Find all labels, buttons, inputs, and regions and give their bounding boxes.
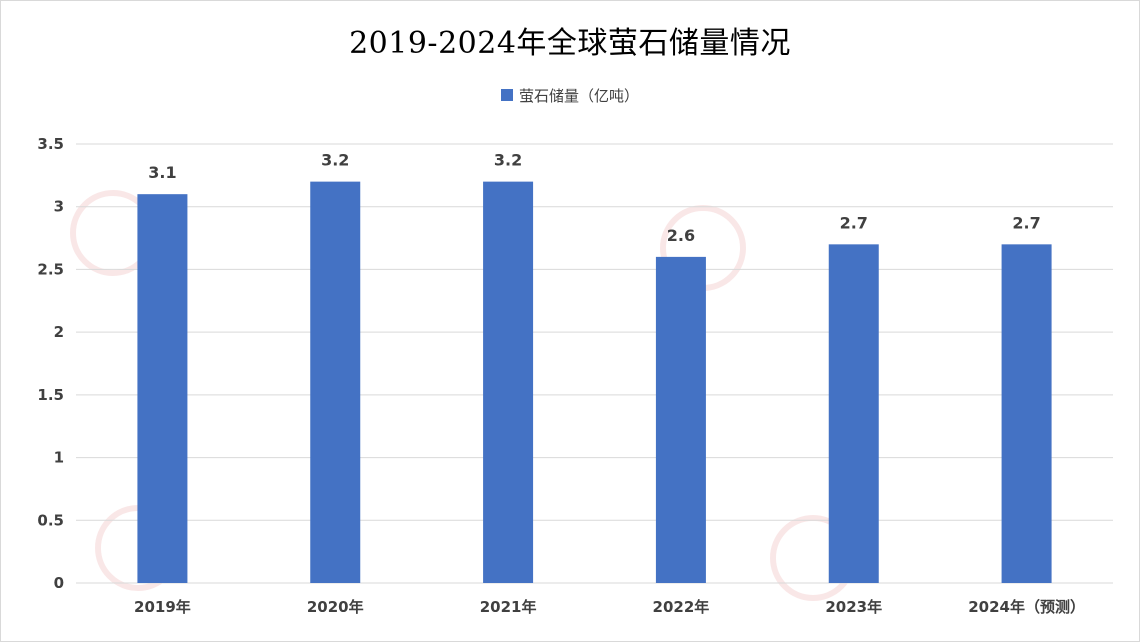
- gridlines: [76, 143, 1113, 584]
- data-label: 3.1: [148, 163, 176, 182]
- x-tick-label: 2022年: [653, 598, 710, 616]
- bar: [655, 256, 706, 583]
- bar: [310, 181, 361, 583]
- y-tick-label: 3: [54, 198, 64, 216]
- data-label: 3.2: [494, 151, 522, 170]
- data-label: 3.2: [321, 151, 349, 170]
- x-tick-label: 2019年: [134, 598, 191, 616]
- y-tick-label: 3.5: [37, 135, 64, 153]
- bar: [137, 194, 188, 583]
- legend-label: 萤石储量（亿吨）: [518, 86, 639, 105]
- data-label: 2.6: [667, 226, 695, 245]
- x-tick-label: 2024年（预测）: [968, 598, 1085, 616]
- y-tick-label: 0.5: [37, 511, 64, 529]
- y-tick-label: 2.5: [37, 260, 64, 278]
- y-tick-label: 0: [54, 574, 64, 592]
- data-labels: 3.1 3.2 3.2 2.6 2.7 2.7: [148, 151, 1041, 245]
- bar: [1001, 244, 1052, 584]
- chart-title: 2019-2024年全球萤石储量情况: [349, 26, 791, 61]
- x-tick-label: 2020年: [307, 598, 364, 616]
- y-tick-label: 2: [54, 323, 64, 341]
- y-axis-ticks: 0 0.5 1 1.5 2 2.5 3 3.5: [37, 135, 64, 592]
- x-axis-ticks: 2019年 2020年 2021年 2022年 2023年 2024年（预测）: [134, 598, 1085, 616]
- y-tick-label: 1.5: [37, 386, 64, 404]
- data-label: 2.7: [1012, 213, 1040, 232]
- bar: [483, 181, 534, 583]
- x-tick-label: 2021年: [480, 598, 537, 616]
- y-tick-label: 1: [54, 449, 64, 467]
- bar: [828, 244, 879, 584]
- legend: 萤石储量（亿吨）: [0, 84, 1140, 106]
- data-label: 2.7: [840, 213, 868, 232]
- bars: [137, 181, 1052, 584]
- x-tick-label: 2023年: [825, 598, 882, 616]
- legend-swatch: [500, 89, 513, 101]
